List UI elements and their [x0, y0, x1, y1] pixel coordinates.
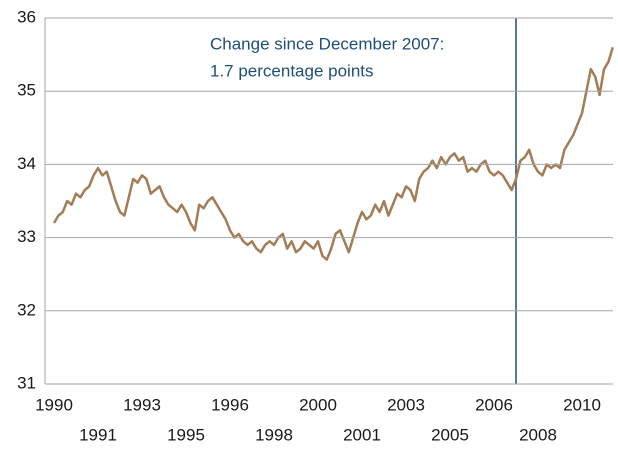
annotation: Change since December 2007:	[210, 34, 444, 53]
x-tick-label: 2001	[343, 425, 381, 444]
y-tick-label: 33	[17, 227, 36, 246]
x-tick-label: 2006	[475, 395, 513, 414]
x-tick-label: 1990	[35, 395, 73, 414]
x-tick-label: 2008	[519, 425, 557, 444]
x-tick-label: 1995	[167, 425, 205, 444]
x-tick-label: 2010	[563, 395, 601, 414]
x-tick-label: 2003	[387, 395, 425, 414]
y-tick-label: 32	[17, 300, 36, 319]
x-tick-label: 1998	[255, 425, 293, 444]
x-tick-label: 1996	[211, 395, 249, 414]
annotation: 1.7 percentage points	[210, 61, 374, 80]
x-tick-label: 1991	[79, 425, 117, 444]
y-tick-label: 36	[17, 7, 36, 26]
y-tick-label: 34	[17, 154, 36, 173]
y-tick-label: 35	[17, 81, 36, 100]
x-tick-label: 1993	[123, 395, 161, 414]
y-tick-label: 31	[17, 373, 36, 392]
x-tick-label: 2005	[431, 425, 469, 444]
data-line	[52, 46, 614, 261]
x-tick-label: 2000	[299, 395, 337, 414]
